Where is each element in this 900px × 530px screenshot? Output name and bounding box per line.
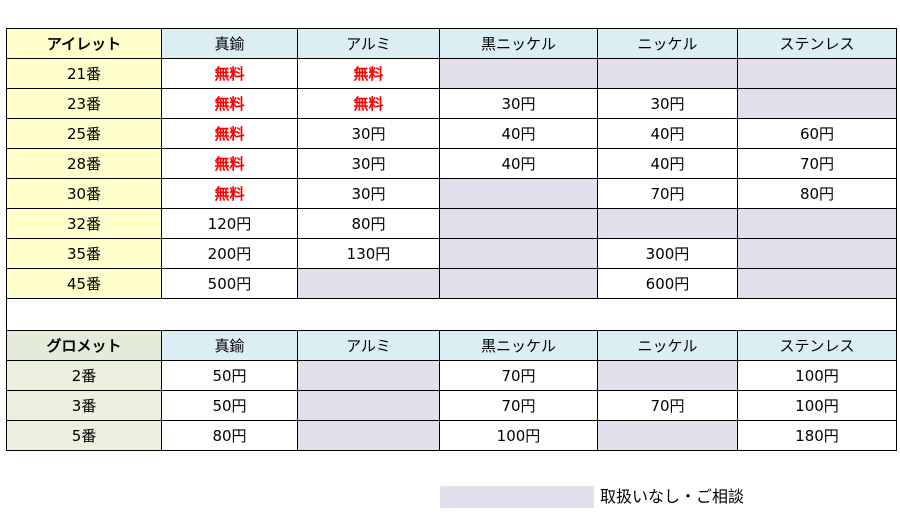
unavailable-cell	[597, 58, 738, 89]
unavailable-cell	[597, 360, 738, 391]
table-row: 2番 50円 70円 100円	[6, 360, 897, 391]
price-cell: 70円	[439, 390, 598, 421]
unavailable-cell	[439, 58, 598, 89]
price-cell: 30円	[597, 88, 738, 119]
price-cell: 50円	[161, 390, 298, 421]
unavailable-cell	[439, 178, 598, 209]
price-cell: 300円	[597, 238, 738, 269]
size-label: 45番	[6, 268, 162, 299]
unavailable-cell	[737, 238, 897, 269]
unavailable-cell	[737, 208, 897, 239]
size-label: 3番	[6, 390, 162, 421]
unavailable-cell	[737, 88, 897, 119]
table-row: 23番 無料 無料 30円 30円	[6, 88, 897, 119]
unavailable-cell	[597, 420, 738, 451]
price-cell: 80円	[297, 208, 440, 239]
price-cell: 無料	[161, 58, 298, 89]
table-row: 45番 500円 600円	[6, 268, 897, 299]
price-cell: 180円	[737, 420, 897, 451]
unavailable-cell	[439, 238, 598, 269]
price-cell: 40円	[439, 118, 598, 149]
column-header: アルミ	[297, 28, 440, 59]
column-header: ニッケル	[597, 28, 738, 59]
price-cell: 30円	[297, 118, 440, 149]
price-cell: 無料	[161, 148, 298, 179]
spacer-cell	[6, 298, 897, 331]
section-title: グロメット	[6, 330, 162, 361]
unavailable-cell	[297, 390, 440, 421]
table-row: 32番 120円 80円	[6, 208, 897, 239]
price-cell: 無料	[161, 88, 298, 119]
price-cell: 100円	[737, 360, 897, 391]
column-header: 真鍮	[161, 330, 298, 361]
price-cell: 30円	[439, 88, 598, 119]
price-cell: 無料	[297, 58, 440, 89]
price-cell: 30円	[297, 178, 440, 209]
unavailable-cell	[439, 208, 598, 239]
unavailable-cell	[737, 268, 897, 299]
column-header: ステンレス	[737, 330, 897, 361]
legend-swatch	[440, 486, 594, 508]
unavailable-cell	[737, 58, 897, 89]
size-label: 30番	[6, 178, 162, 209]
price-cell: 130円	[297, 238, 440, 269]
size-label: 28番	[6, 148, 162, 179]
column-header: 真鍮	[161, 28, 298, 59]
price-table: アイレット 真鍮 アルミ 黒ニッケル ニッケル ステンレス 21番 無料 無料 23番 無料 無料 30…	[6, 28, 897, 451]
price-cell: 30円	[297, 148, 440, 179]
price-cell: 50円	[161, 360, 298, 391]
price-cell: 70円	[439, 360, 598, 391]
price-cell: 500円	[161, 268, 298, 299]
column-header: アルミ	[297, 330, 440, 361]
unavailable-cell	[297, 360, 440, 391]
table-row: 30番 無料 30円 70円 80円	[6, 178, 897, 209]
price-cell: 70円	[597, 178, 738, 209]
price-cell: 無料	[161, 178, 298, 209]
size-label: 35番	[6, 238, 162, 269]
price-cell: 80円	[161, 420, 298, 451]
table-row: 25番 無料 30円 40円 40円 60円	[6, 118, 897, 149]
price-cell: 40円	[597, 118, 738, 149]
unavailable-cell	[297, 268, 440, 299]
size-label: 32番	[6, 208, 162, 239]
price-cell: 70円	[737, 148, 897, 179]
eyelet-header-row: アイレット 真鍮 アルミ 黒ニッケル ニッケル ステンレス	[6, 28, 897, 59]
table-row: 3番 50円 70円 70円 100円	[6, 390, 897, 421]
section-title: アイレット	[6, 28, 162, 59]
price-cell: 100円	[737, 390, 897, 421]
unavailable-cell	[297, 420, 440, 451]
column-header: ステンレス	[737, 28, 897, 59]
size-label: 5番	[6, 420, 162, 451]
price-cell: 40円	[439, 148, 598, 179]
column-header: 黒ニッケル	[439, 330, 598, 361]
price-cell: 60円	[737, 118, 897, 149]
section-spacer	[6, 298, 897, 331]
column-header: ニッケル	[597, 330, 738, 361]
price-cell: 80円	[737, 178, 897, 209]
price-cell: 600円	[597, 268, 738, 299]
price-cell: 120円	[161, 208, 298, 239]
table-row: 28番 無料 30円 40円 40円 70円	[6, 148, 897, 179]
price-cell: 70円	[597, 390, 738, 421]
unavailable-cell	[597, 208, 738, 239]
price-cell: 100円	[439, 420, 598, 451]
price-cell: 無料	[297, 88, 440, 119]
price-cell: 40円	[597, 148, 738, 179]
size-label: 2番	[6, 360, 162, 391]
legend-label: 取扱いなし・ご相談	[600, 487, 745, 506]
size-label: 25番	[6, 118, 162, 149]
column-header: 黒ニッケル	[439, 28, 598, 59]
table-row: 5番 80円 100円 180円	[6, 420, 897, 451]
unavailable-cell	[439, 268, 598, 299]
table-row: 35番 200円 130円 300円	[6, 238, 897, 269]
table-row: 21番 無料 無料	[6, 58, 897, 89]
price-cell: 200円	[161, 238, 298, 269]
size-label: 21番	[6, 58, 162, 89]
grommet-header-row: グロメット 真鍮 アルミ 黒ニッケル ニッケル ステンレス	[6, 330, 897, 361]
price-cell: 無料	[161, 118, 298, 149]
size-label: 23番	[6, 88, 162, 119]
